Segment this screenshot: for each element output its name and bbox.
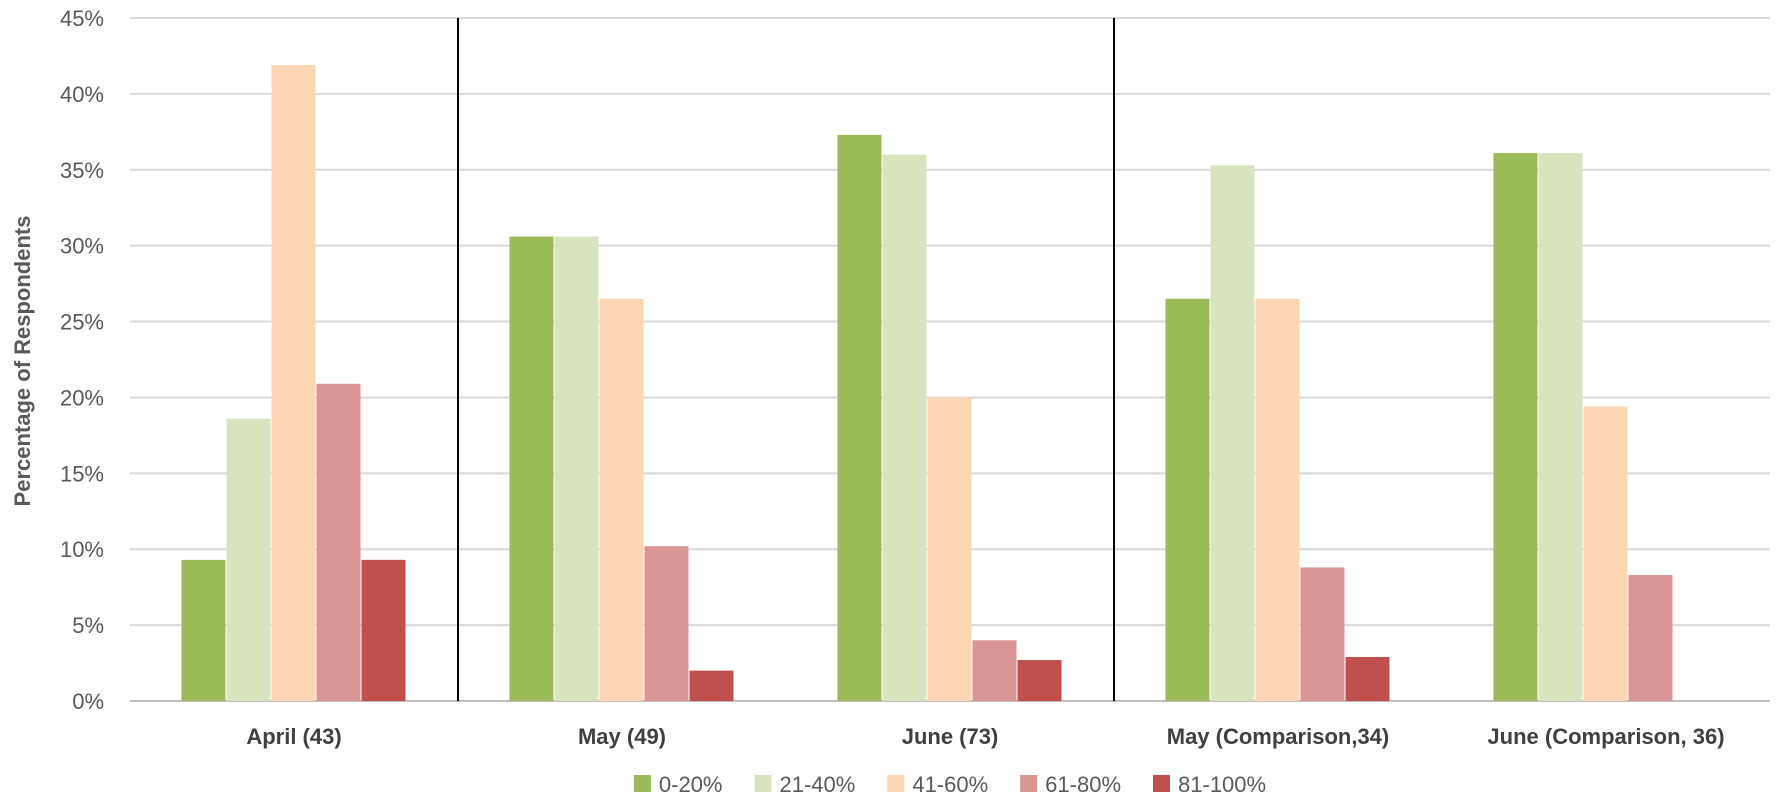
bar-81-100-0 [361,559,406,701]
bar-61-80-3 [1300,567,1345,701]
legend: 0-20% 21-40% 41-60% 61-80% 81-100% [633,772,1266,797]
y-tick-label: 35% [60,158,104,183]
legend-swatch [887,775,905,792]
x-category-label: May (Comparison,34) [1167,724,1390,749]
x-category-label: June (73) [902,724,999,749]
y-tick-label: 25% [60,310,104,335]
legend-swatch [754,775,772,792]
group-separators [457,18,1115,701]
bar-61-80-1 [644,546,689,701]
bar-41-60-0 [271,65,316,702]
bar-81-100-1 [689,670,734,701]
bars [181,65,1673,702]
x-category-label: June (Comparison, 36) [1487,724,1724,749]
x-category-label: May (49) [578,724,666,749]
y-tick-label: 15% [60,461,104,486]
bar-21-40-2 [882,154,927,702]
y-tick-label: 30% [60,234,104,259]
y-tick-label: 40% [60,82,104,107]
bar-41-60-4 [1583,406,1628,701]
legend-label: 41-60% [912,772,988,797]
bar-61-80-0 [316,383,361,701]
y-tick-label: 5% [72,613,104,638]
bar-0-20-2 [837,134,882,701]
y-tick-label: 45% [60,6,104,31]
bar-0-20-4 [1493,153,1538,702]
legend-swatch [1153,775,1171,792]
legend-label: 21-40% [779,772,855,797]
legend-swatch [1020,775,1038,792]
y-axis-ticks: 0% 5% 10% 15% 20% 25% 30% 35% 40% 45% [60,6,104,714]
legend-label: 0-20% [659,772,723,797]
y-tick-label: 0% [72,689,104,714]
bar-21-40-0 [226,418,271,701]
bar-81-100-2 [1017,660,1062,701]
bar-21-40-1 [554,236,599,701]
bar-21-40-3 [1210,165,1255,702]
bar-41-60-1 [599,298,644,701]
bar-81-100-3 [1345,656,1390,701]
y-axis-title: Percentage of Respondents [10,216,35,507]
y-tick-label: 10% [60,537,104,562]
bar-0-20-3 [1165,298,1210,701]
y-tick-label: 20% [60,385,104,410]
legend-label: 61-80% [1045,772,1121,797]
bar-21-40-4 [1538,153,1583,702]
x-category-label: April (43) [246,724,341,749]
bar-41-60-3 [1255,298,1300,701]
legend-label: 81-100% [1178,772,1266,797]
bar-41-60-2 [927,397,972,701]
x-axis-categories: April (43) May (49) June (73) May (Comparis… [246,724,1724,749]
bar-61-80-4 [1628,575,1673,701]
bar-61-80-2 [972,640,1017,701]
bar-0-20-0 [181,559,226,701]
bar-0-20-1 [509,236,554,701]
legend-swatch [633,775,651,792]
